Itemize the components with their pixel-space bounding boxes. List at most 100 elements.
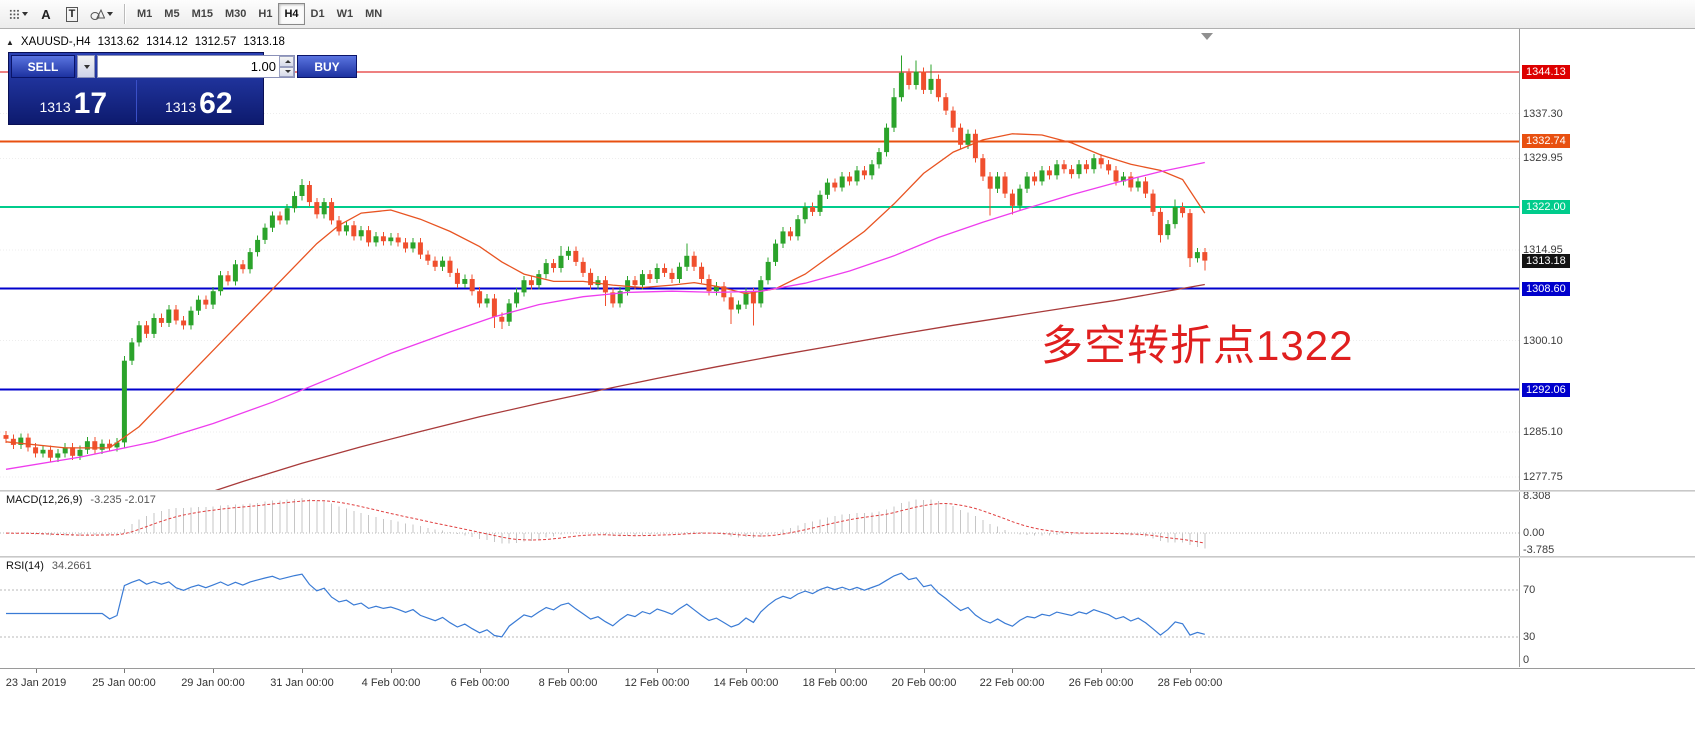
time-axis-tick: [1190, 669, 1191, 673]
main-chart-canvas[interactable]: [0, 29, 1519, 490]
chart-ohlc-header: ▲ XAUUSD-,H4 1313.62 1314.12 1312.57 131…: [6, 36, 285, 48]
trade-prices-row: 1313 17 1313 62: [11, 80, 261, 122]
rsi-axis-label: 70: [1523, 584, 1536, 596]
time-axis-label: 22 Feb 00:00: [979, 677, 1045, 689]
low-value: 1312.57: [194, 36, 237, 48]
timeframe-button-m15[interactable]: M15: [186, 3, 219, 25]
ask-price-big: 62: [199, 87, 233, 120]
time-axis-label: 20 Feb 00:00: [891, 677, 957, 689]
price-axis[interactable]: 1344.13 1337.30 1332.74 1329.95 1322.00 1314.…: [1519, 29, 1695, 490]
volume-control: [97, 55, 295, 78]
volume-up-button[interactable]: [279, 56, 294, 67]
time-axis-tick: [1012, 669, 1013, 673]
price-axis-label: 1285.10: [1523, 426, 1563, 438]
macd-axis-label: 8.308: [1523, 490, 1551, 502]
macd-axis-label: 0.00: [1523, 527, 1545, 539]
timeframe-button-m30[interactable]: M30: [219, 3, 252, 25]
time-axis-tick: [302, 669, 303, 673]
macd-canvas[interactable]: [0, 492, 1519, 556]
timeframe-button-h1[interactable]: H1: [252, 3, 278, 25]
open-value: 1313.62: [97, 36, 140, 48]
rsi-name: RSI(14): [6, 560, 44, 572]
price-axis-label: 1314.95: [1523, 244, 1563, 256]
timeframe-button-d1[interactable]: D1: [305, 3, 331, 25]
bid-price-display: 1313 17: [11, 80, 136, 122]
rsi-axis-label: 0: [1523, 654, 1530, 666]
timeframe-button-m5[interactable]: M5: [158, 3, 185, 25]
price-divider: [135, 80, 137, 122]
toolbar: A T M1 M5 M15 M30 H1 H4 D1 W1 MN: [0, 0, 1695, 29]
time-axis-label: 28 Feb 00:00: [1157, 677, 1223, 689]
shapes-tool-button[interactable]: [86, 3, 117, 25]
time-axis[interactable]: 23 Jan 2019 25 Jan 00:00 29 Jan 00:00 31 Ja…: [0, 668, 1695, 751]
volume-down-button[interactable]: [279, 66, 294, 77]
one-click-trading-panel: SELL BUY: [8, 52, 357, 125]
bid-price-small: 1313: [39, 99, 71, 115]
time-axis-label: 12 Feb 00:00: [624, 677, 690, 689]
time-axis-label: 4 Feb 00:00: [361, 677, 421, 689]
price-axis-label: 1344.13: [1522, 65, 1570, 79]
chevron-down-icon: [107, 12, 113, 16]
timeframe-button-m1[interactable]: M1: [131, 3, 158, 25]
trade-controls-row: SELL BUY: [11, 55, 357, 78]
time-axis-label: 14 Feb 00:00: [713, 677, 779, 689]
time-axis-tick: [568, 669, 569, 673]
time-axis-label: 29 Jan 00:00: [181, 677, 245, 689]
time-axis-tick: [835, 669, 836, 673]
time-axis-tick: [124, 669, 125, 673]
macd-axis[interactable]: 8.308 0.00 -3.785: [1519, 490, 1695, 556]
macd-values: -3.235 -2.017: [90, 494, 156, 506]
price-axis-label: 1292.06: [1522, 383, 1570, 397]
bid-price-big: 17: [73, 87, 108, 120]
volume-dropdown-button[interactable]: [77, 55, 95, 78]
rsi-axis-label: 30: [1523, 631, 1536, 643]
rsi-canvas[interactable]: [0, 558, 1519, 667]
time-axis-label: 26 Feb 00:00: [1068, 677, 1134, 689]
price-axis-label: 1300.10: [1523, 335, 1563, 347]
time-axis-label: 18 Feb 00:00: [802, 677, 868, 689]
toolbar-separator: [124, 4, 125, 24]
panel-splitter[interactable]: [0, 490, 1695, 492]
price-axis-label: 1322.00: [1522, 200, 1570, 214]
chevron-down-icon: [84, 64, 90, 69]
timeframe-button-w1[interactable]: W1: [331, 3, 360, 25]
time-axis-tick: [480, 669, 481, 673]
macd-name: MACD(12,26,9): [6, 494, 83, 506]
price-axis-label: 1332.74: [1522, 134, 1570, 148]
timeframe-button-h4[interactable]: H4: [278, 3, 305, 25]
rsi-axis[interactable]: 70 30 0: [1519, 558, 1695, 667]
time-axis-label: 8 Feb 00:00: [538, 677, 598, 689]
volume-input[interactable]: [98, 56, 279, 77]
text-tool-icon: T: [65, 6, 79, 22]
time-axis-tick: [1101, 669, 1102, 673]
chart-annotation: 多空转折点1322: [1041, 322, 1354, 369]
grid-tool-button[interactable]: [5, 3, 32, 25]
ask-price-display: 1313 62: [137, 80, 262, 122]
timeframe-button-group: M1 M5 M15 M30 H1 H4 D1 W1 MN: [131, 3, 388, 25]
price-axis-label: 1313.18: [1522, 254, 1570, 268]
timeframe-button-mn[interactable]: MN: [359, 3, 388, 25]
time-axis-label: 6 Feb 00:00: [450, 677, 510, 689]
chevron-up-icon: [284, 59, 291, 63]
chevron-down-icon: [284, 70, 291, 74]
panel-splitter[interactable]: [0, 556, 1695, 558]
price-axis-label: 1329.95: [1523, 152, 1563, 164]
grid-tool-icon: [9, 8, 20, 20]
volume-spinner: [279, 56, 294, 77]
rsi-label: RSI(14) 34.2661: [6, 560, 92, 572]
time-axis-tick: [924, 669, 925, 673]
chart-shift-marker: [1201, 33, 1213, 40]
macd-axis-label: -3.785: [1523, 544, 1555, 556]
text-tool-button[interactable]: T: [60, 3, 84, 25]
text-label-tool-button[interactable]: A: [34, 3, 58, 25]
shapes-icon: [90, 8, 105, 20]
macd-panel: MACD(12,26,9) -3.235 -2.017: [0, 492, 1695, 556]
price-chart-panel: ▲ XAUUSD-,H4 1313.62 1314.12 1312.57 131…: [0, 29, 1695, 490]
time-axis-label: 31 Jan 00:00: [270, 677, 334, 689]
ask-price-small: 1313: [164, 99, 197, 115]
buy-button[interactable]: BUY: [297, 55, 357, 78]
sell-button[interactable]: SELL: [11, 55, 75, 78]
symbol-arrow-icon: ▲: [6, 37, 14, 47]
time-axis-label: 25 Jan 00:00: [92, 677, 156, 689]
